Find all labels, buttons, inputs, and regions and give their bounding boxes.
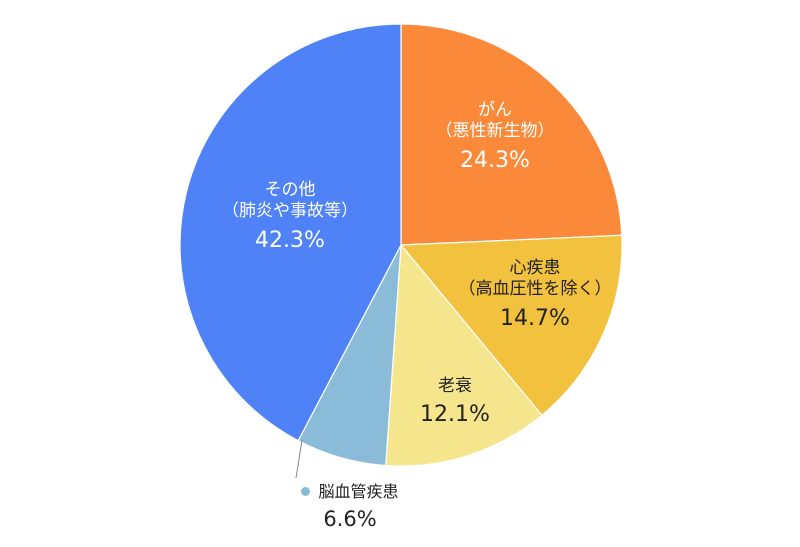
label-other: その他 （肺炎や事故等） 42.3% (195, 180, 385, 254)
label-senility-name: 老衰 (438, 376, 472, 396)
label-cancer-sub: （悪性新生物） (435, 121, 555, 142)
label-heart-disease-sub: （高血圧性を除く） (458, 279, 612, 300)
label-heart-disease: 心疾患 （高血圧性を除く） 14.7% (440, 258, 630, 332)
label-cerebrovascular: 脳血管疾患 6.6% (270, 482, 430, 532)
label-heart-disease-value: 14.7% (500, 305, 570, 331)
leader-line-cerebrovascular (295, 439, 303, 479)
label-cancer-value: 24.3% (460, 147, 530, 173)
cerebrovascular-dot-icon (301, 487, 311, 496)
label-other-name: その他 (264, 180, 316, 200)
label-senility: 老衰 12.1% (390, 376, 520, 429)
label-cerebrovascular-name: 脳血管疾患 (318, 482, 399, 501)
label-heart-disease-name: 心疾患 (509, 258, 561, 278)
slice-cancer (400, 23, 623, 246)
label-cerebrovascular-value: 6.6% (323, 507, 377, 531)
label-other-value: 42.3% (255, 227, 325, 253)
label-cancer-name: がん (478, 100, 512, 120)
slice-senility (385, 243, 543, 467)
slice-other (179, 23, 402, 442)
slice-heart-disease (399, 234, 623, 417)
label-senility-value: 12.1% (420, 402, 490, 428)
label-cancer: がん （悪性新生物） 24.3% (400, 100, 590, 174)
label-other-sub: （肺炎や事故等） (222, 201, 358, 222)
